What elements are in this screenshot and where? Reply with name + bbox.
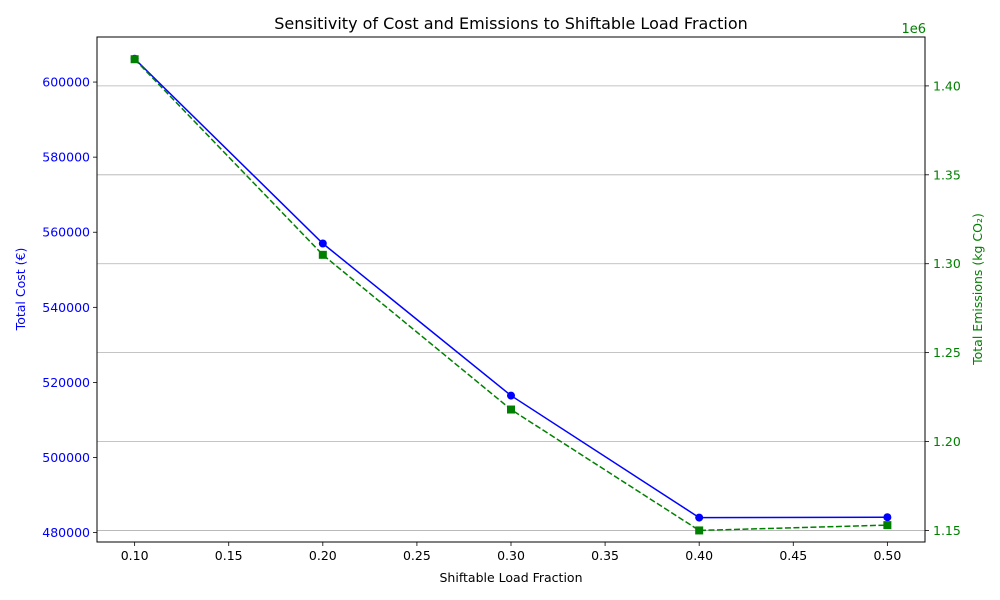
emissions-data-point bbox=[130, 55, 139, 64]
x-tick-label: 0.25 bbox=[403, 548, 431, 563]
x-tick-label: 0.35 bbox=[591, 548, 619, 563]
right-y-axis-label: Total Emissions (kg CO₂) bbox=[970, 213, 985, 366]
left-tick-label: 580000 bbox=[42, 150, 90, 165]
x-tick-label: 0.40 bbox=[685, 548, 713, 563]
series-layer bbox=[130, 54, 892, 535]
x-tick-label: 0.45 bbox=[779, 548, 807, 563]
cost-data-point bbox=[318, 239, 327, 248]
x-tick-label: 0.50 bbox=[873, 548, 901, 563]
right-tick-label: 1.35 bbox=[933, 167, 961, 182]
gridlines bbox=[97, 85, 925, 531]
right-tick-label: 1.20 bbox=[933, 434, 961, 449]
left-tick-label: 540000 bbox=[42, 300, 90, 315]
emissions-data-point bbox=[507, 405, 515, 414]
left-tick-label: 600000 bbox=[42, 75, 90, 90]
left-tick-label: 500000 bbox=[42, 450, 90, 465]
chart-title: Sensitivity of Cost and Emissions to Shi… bbox=[274, 14, 748, 33]
x-axis-label: Shiftable Load Fraction bbox=[440, 570, 583, 585]
x-tick-label: 0.20 bbox=[309, 548, 337, 563]
right-tick-label: 1.40 bbox=[933, 78, 961, 93]
right-y-axis: 1.15 1.20 1.25 1.30 1.35 1.40 bbox=[925, 78, 961, 538]
right-axis-offset-text: 1e6 bbox=[901, 22, 926, 37]
emissions-data-point bbox=[695, 526, 704, 535]
cost-data-point bbox=[695, 513, 704, 522]
emissions-data-point bbox=[318, 250, 327, 259]
emissions-data-point bbox=[883, 521, 892, 530]
left-y-axis-label: Total Cost (€) bbox=[13, 248, 28, 332]
right-tick-label: 1.30 bbox=[933, 256, 961, 271]
x-axis: 0.10 0.15 0.20 0.25 0.30 0.35 0.40 0.45 0.50 bbox=[121, 542, 901, 563]
x-tick-label: 0.10 bbox=[121, 548, 149, 563]
x-tick-label: 0.15 bbox=[215, 548, 243, 563]
right-tick-label: 1.15 bbox=[933, 523, 961, 538]
left-tick-label: 560000 bbox=[42, 225, 90, 240]
left-y-axis: 480000 500000 520000 540000 560000 580000 6000… bbox=[42, 75, 97, 540]
x-tick-label: 0.30 bbox=[497, 548, 525, 563]
left-tick-label: 520000 bbox=[42, 375, 90, 390]
right-tick-label: 1.25 bbox=[933, 345, 961, 360]
left-tick-label: 480000 bbox=[42, 525, 90, 540]
cost-data-point bbox=[507, 391, 515, 400]
cost-data-point bbox=[883, 513, 892, 522]
